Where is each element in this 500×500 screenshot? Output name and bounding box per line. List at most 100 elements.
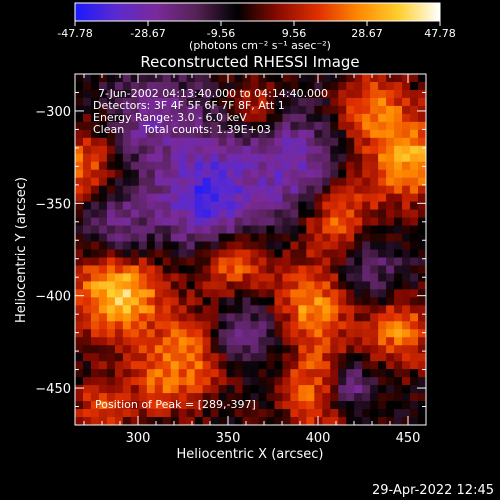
heatmap-cell: [322, 297, 331, 306]
heatmap-cell: [202, 225, 212, 235]
heatmap-cell: [386, 393, 395, 402]
heatmap-cell: [346, 361, 355, 370]
heatmap-cell: [346, 201, 355, 211]
heatmap-cell: [106, 377, 116, 386]
heatmap-cell: [338, 153, 347, 163]
heatmap-cell: [218, 249, 228, 259]
heatmap-cell: [138, 97, 148, 107]
heatmap-cell: [402, 305, 411, 314]
heatmap-cell: [418, 409, 426, 418]
heatmap-cell: [122, 217, 132, 227]
heatmap-cell: [186, 129, 196, 139]
heatmap-cell: [98, 377, 108, 386]
heatmap-cell: [370, 305, 379, 314]
heatmap-cell: [146, 201, 156, 211]
heatmap-cell: [138, 305, 148, 314]
heatmap-cell: [402, 401, 411, 410]
heatmap-cell: [306, 249, 315, 259]
heatmap-cell: [354, 177, 363, 187]
heatmap-cell: [178, 97, 188, 107]
heatmap-cell: [338, 401, 347, 410]
heatmap-cell: [202, 201, 212, 211]
heatmap-cell: [314, 177, 323, 187]
heatmap-cell: [418, 337, 426, 346]
heatmap-cell: [410, 409, 419, 418]
heatmap-cell: [114, 137, 124, 147]
heatmap-cell: [130, 273, 140, 283]
heatmap-cell: [186, 233, 196, 243]
heatmap-cell: [98, 313, 108, 322]
heatmap-cell: [146, 353, 156, 362]
heatmap-cell: [114, 329, 124, 338]
heatmap-cell: [250, 137, 260, 147]
heatmap-cell: [75, 169, 84, 179]
heatmap-cell: [178, 313, 188, 322]
heatmap-cell: [170, 345, 180, 354]
annotation-energy-range: Energy Range: 3.0 - 6.0 keV: [93, 111, 247, 124]
heatmap-cell: [234, 74, 244, 83]
heatmap-cell: [202, 89, 212, 99]
heatmap-cell: [82, 105, 92, 115]
heatmap-cell: [90, 369, 100, 378]
heatmap-cell: [394, 369, 403, 378]
heatmap-cell: [210, 217, 220, 227]
heatmap-cell: [210, 417, 220, 425]
heatmap-cell: [146, 105, 156, 115]
heatmap-cell: [250, 385, 260, 394]
heatmap-cell: [202, 305, 212, 314]
heatmap-cell: [250, 329, 260, 338]
heatmap-cell: [242, 385, 252, 394]
heatmap-cell: [338, 249, 347, 259]
heatmap-cell: [386, 281, 395, 290]
heatmap-cell: [354, 289, 363, 298]
heatmap-cell: [234, 289, 244, 298]
heatmap-cell: [130, 305, 140, 314]
heatmap-cell: [410, 273, 419, 283]
heatmap-cell: [138, 89, 148, 99]
heatmap-cell: [162, 169, 172, 179]
heatmap-cell: [90, 225, 100, 235]
heatmap-cell: [410, 289, 419, 298]
heatmap-cell: [170, 369, 180, 378]
heatmap-cell: [282, 353, 291, 362]
heatmap-cell: [362, 353, 371, 362]
heatmap-cell: [306, 97, 315, 107]
heatmap-cell: [354, 241, 363, 251]
heatmap-cell: [290, 113, 299, 123]
heatmap-cell: [282, 321, 291, 330]
heatmap-cell: [242, 281, 252, 290]
heatmap-cell: [90, 105, 100, 115]
heatmap-cell: [386, 161, 395, 171]
heatmap-cell: [418, 417, 426, 425]
heatmap-cell: [90, 393, 100, 402]
heatmap-cell: [202, 321, 212, 330]
heatmap-cell: [130, 361, 140, 370]
heatmap-cell: [410, 169, 419, 179]
heatmap-cell: [130, 177, 140, 187]
heatmap-cell: [202, 417, 212, 425]
heatmap-cell: [90, 97, 100, 107]
heatmap-cell: [282, 305, 291, 314]
heatmap-cell: [338, 193, 347, 203]
heatmap-cell: [322, 401, 331, 410]
heatmap-cell: [178, 225, 188, 235]
heatmap-cell: [122, 417, 132, 425]
heatmap-cell: [170, 289, 180, 298]
heatmap-cell: [330, 401, 339, 410]
heatmap-cell: [186, 265, 196, 275]
heatmap-cell: [122, 369, 132, 378]
heatmap-cell: [354, 377, 363, 386]
heatmap-cell: [314, 161, 323, 171]
heatmap-cell: [186, 257, 196, 267]
heatmap-cell: [386, 257, 395, 267]
heatmap-cell: [402, 209, 411, 219]
heatmap-cell: [82, 137, 92, 147]
heatmap-cell: [274, 281, 284, 290]
heatmap-cell: [178, 81, 188, 91]
heatmap-cell: [354, 265, 363, 275]
heatmap-cell: [98, 74, 108, 83]
heatmap-cell: [322, 345, 331, 354]
heatmap-cell: [362, 345, 371, 354]
heatmap-cell: [378, 361, 387, 370]
heatmap-cell: [90, 257, 100, 267]
